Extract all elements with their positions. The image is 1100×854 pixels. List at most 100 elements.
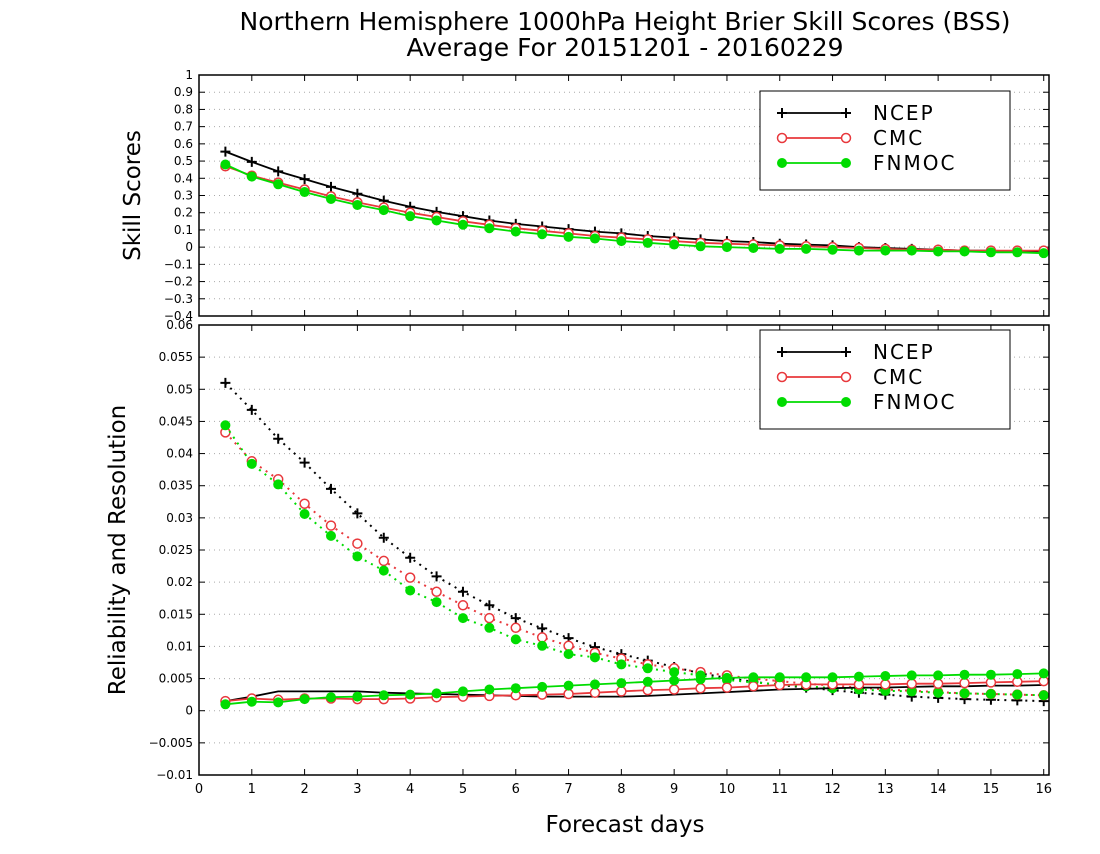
data-point	[959, 669, 970, 680]
y-tick-label: 0.8	[174, 102, 193, 116]
data-point	[616, 678, 627, 689]
data-point	[748, 243, 759, 254]
data-point	[325, 692, 336, 703]
x-tick-label: 14	[930, 782, 947, 797]
data-point	[536, 632, 548, 643]
data-point	[669, 675, 680, 686]
y-tick-label: 1	[185, 68, 193, 82]
data-point	[642, 684, 654, 696]
data-point	[299, 174, 310, 185]
x-tick-label: 4	[406, 782, 414, 797]
series-line	[224, 431, 1044, 697]
x-tick-label: 12	[824, 782, 841, 797]
data-point	[906, 678, 917, 689]
data-point	[537, 681, 548, 692]
series-ncep-reliability	[225, 684, 1044, 702]
legend-marker	[840, 132, 852, 144]
data-point	[563, 640, 574, 652]
data-point	[431, 597, 442, 608]
y-tick-label: 0.3	[174, 189, 193, 203]
data-point	[563, 688, 574, 700]
data-point	[827, 672, 838, 683]
data-point	[906, 670, 917, 681]
data-point	[669, 239, 680, 250]
data-point	[1012, 669, 1023, 680]
data-point	[405, 552, 416, 563]
x-tick-label: 5	[459, 782, 467, 797]
y-tick-label: −0.005	[149, 736, 193, 750]
data-point	[853, 671, 864, 682]
data-point	[273, 479, 284, 490]
legend-marker	[776, 371, 788, 383]
data-point	[748, 681, 759, 692]
y-tick-label: −0.01	[156, 768, 193, 782]
data-point	[695, 682, 706, 694]
data-point	[1012, 689, 1023, 700]
data-point	[299, 509, 310, 519]
legend-marker	[777, 397, 787, 407]
legend-marker	[841, 397, 851, 407]
data-point	[484, 223, 495, 234]
data-point	[880, 245, 891, 256]
data-point	[537, 640, 548, 651]
series-cmc-resolution	[220, 427, 1049, 701]
data-point	[220, 377, 231, 388]
legend-marker	[840, 371, 852, 383]
legend-marker	[777, 347, 787, 357]
x-tick-label: 8	[617, 782, 625, 797]
y-tick-label: 0.7	[174, 120, 193, 134]
data-point	[510, 683, 521, 694]
data-point	[457, 600, 469, 611]
data-point	[405, 211, 416, 222]
data-point	[695, 241, 706, 252]
data-point	[563, 680, 574, 691]
data-point	[246, 171, 257, 182]
y-tick-label: 0.035	[159, 479, 193, 493]
data-point	[933, 687, 944, 698]
data-point	[616, 236, 627, 247]
y-tick-label: 0.03	[166, 511, 193, 525]
y-tick-label: 0.01	[166, 639, 193, 653]
data-point	[246, 458, 257, 469]
x-tick-label: 0	[195, 782, 203, 797]
data-point	[431, 688, 442, 699]
data-point	[246, 696, 257, 707]
legend-marker	[777, 158, 787, 168]
y-tick-label: 0	[185, 240, 193, 254]
data-point	[484, 684, 495, 695]
data-point	[537, 229, 548, 240]
data-point	[378, 532, 389, 543]
legend-marker	[841, 108, 851, 118]
data-point	[1038, 690, 1049, 701]
data-point	[273, 166, 284, 177]
data-point	[404, 572, 416, 583]
data-point	[325, 193, 336, 204]
data-point	[616, 659, 627, 670]
data-point	[1038, 668, 1049, 679]
data-point	[801, 672, 812, 683]
y-tick-label: 0	[185, 704, 193, 718]
x-tick-label: 10	[719, 782, 736, 797]
y-tick-label: 0.045	[159, 414, 193, 428]
data-point	[352, 188, 363, 199]
data-point	[220, 146, 231, 157]
data-point	[510, 622, 522, 634]
data-point	[299, 694, 310, 705]
x-tick-label: 2	[300, 782, 308, 797]
x-tick-label: 7	[564, 782, 572, 797]
y-tick-label: −0.4	[164, 309, 193, 323]
data-point	[352, 508, 363, 519]
y-tick-label: 0.5	[174, 154, 193, 168]
data-point	[880, 671, 891, 681]
data-point	[431, 586, 442, 598]
x-tick-label: 6	[512, 782, 520, 797]
data-point	[721, 672, 732, 683]
data-point	[325, 520, 337, 531]
y-tick-label: 0.04	[166, 447, 193, 461]
data-point	[484, 622, 495, 633]
data-point	[273, 433, 284, 444]
data-point	[352, 199, 363, 210]
data-point	[273, 179, 284, 190]
